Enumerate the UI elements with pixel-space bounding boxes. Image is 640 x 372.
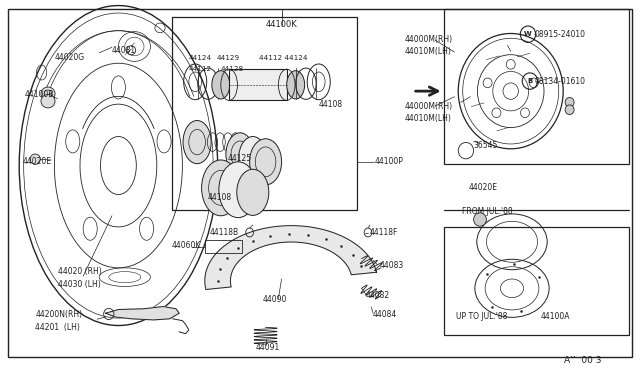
Text: 08134-01610: 08134-01610 bbox=[534, 77, 586, 86]
Text: 44100K: 44100K bbox=[266, 20, 298, 29]
Text: A’’  00 3: A’’ 00 3 bbox=[564, 356, 602, 365]
Text: 44060K: 44060K bbox=[172, 241, 201, 250]
Bar bbox=[229, 69, 287, 100]
Ellipse shape bbox=[239, 137, 267, 180]
Text: 44100P: 44100P bbox=[374, 157, 403, 166]
Ellipse shape bbox=[250, 139, 282, 185]
Ellipse shape bbox=[202, 160, 240, 216]
Text: 44118B: 44118B bbox=[210, 228, 239, 237]
Ellipse shape bbox=[474, 213, 486, 226]
Polygon shape bbox=[205, 226, 376, 289]
Text: 44020E: 44020E bbox=[468, 183, 497, 192]
Text: FROM JUL.'88: FROM JUL.'88 bbox=[462, 207, 513, 216]
Text: 44020 (RH): 44020 (RH) bbox=[58, 267, 101, 276]
Text: 44100B: 44100B bbox=[24, 90, 54, 99]
Bar bbox=[172, 17, 357, 210]
Text: 44020G: 44020G bbox=[54, 53, 84, 62]
Bar bbox=[444, 227, 629, 335]
Text: 44112: 44112 bbox=[189, 66, 212, 72]
Text: 44081: 44081 bbox=[112, 46, 136, 55]
Text: UP TO JUL.'88: UP TO JUL.'88 bbox=[456, 312, 507, 321]
Ellipse shape bbox=[565, 105, 574, 115]
Text: 44091: 44091 bbox=[256, 343, 280, 352]
Text: 44108: 44108 bbox=[319, 100, 343, 109]
Ellipse shape bbox=[41, 94, 55, 108]
Text: 44100A: 44100A bbox=[541, 312, 570, 321]
Text: W: W bbox=[524, 31, 532, 37]
Text: 44020E: 44020E bbox=[22, 157, 51, 166]
Ellipse shape bbox=[212, 71, 230, 99]
Text: 44000M(RH): 44000M(RH) bbox=[404, 35, 452, 44]
Text: 44082: 44082 bbox=[366, 291, 390, 300]
Text: 44129: 44129 bbox=[216, 55, 239, 61]
Bar bbox=[444, 9, 629, 164]
Text: 44090: 44090 bbox=[262, 295, 287, 304]
Bar bbox=[205, 240, 242, 253]
Text: 36545: 36545 bbox=[474, 141, 498, 150]
Ellipse shape bbox=[565, 97, 574, 107]
Ellipse shape bbox=[226, 133, 254, 176]
Text: 44112 44124: 44112 44124 bbox=[259, 55, 308, 61]
Ellipse shape bbox=[237, 169, 269, 215]
Text: 08915-24010: 08915-24010 bbox=[534, 30, 586, 39]
Text: 44124: 44124 bbox=[189, 55, 212, 61]
Text: 44200N(RH): 44200N(RH) bbox=[35, 310, 83, 319]
Ellipse shape bbox=[183, 121, 211, 164]
Text: 44000M(RH): 44000M(RH) bbox=[404, 102, 452, 110]
Text: 44010M(LH): 44010M(LH) bbox=[404, 47, 451, 56]
Ellipse shape bbox=[30, 154, 40, 164]
Ellipse shape bbox=[41, 87, 55, 100]
Polygon shape bbox=[106, 307, 179, 320]
Ellipse shape bbox=[287, 71, 305, 99]
Text: 44030 (LH): 44030 (LH) bbox=[58, 280, 100, 289]
Text: 44201  (LH): 44201 (LH) bbox=[35, 323, 80, 332]
Text: 44128: 44128 bbox=[221, 66, 244, 72]
Text: 44108: 44108 bbox=[208, 193, 232, 202]
Text: B: B bbox=[527, 78, 532, 84]
Text: 44084: 44084 bbox=[373, 310, 397, 319]
Text: 44083: 44083 bbox=[380, 262, 404, 270]
Text: 44118F: 44118F bbox=[369, 228, 397, 237]
Text: 44125: 44125 bbox=[227, 154, 252, 163]
Ellipse shape bbox=[219, 162, 257, 218]
Text: 44010M(LH): 44010M(LH) bbox=[404, 114, 451, 123]
